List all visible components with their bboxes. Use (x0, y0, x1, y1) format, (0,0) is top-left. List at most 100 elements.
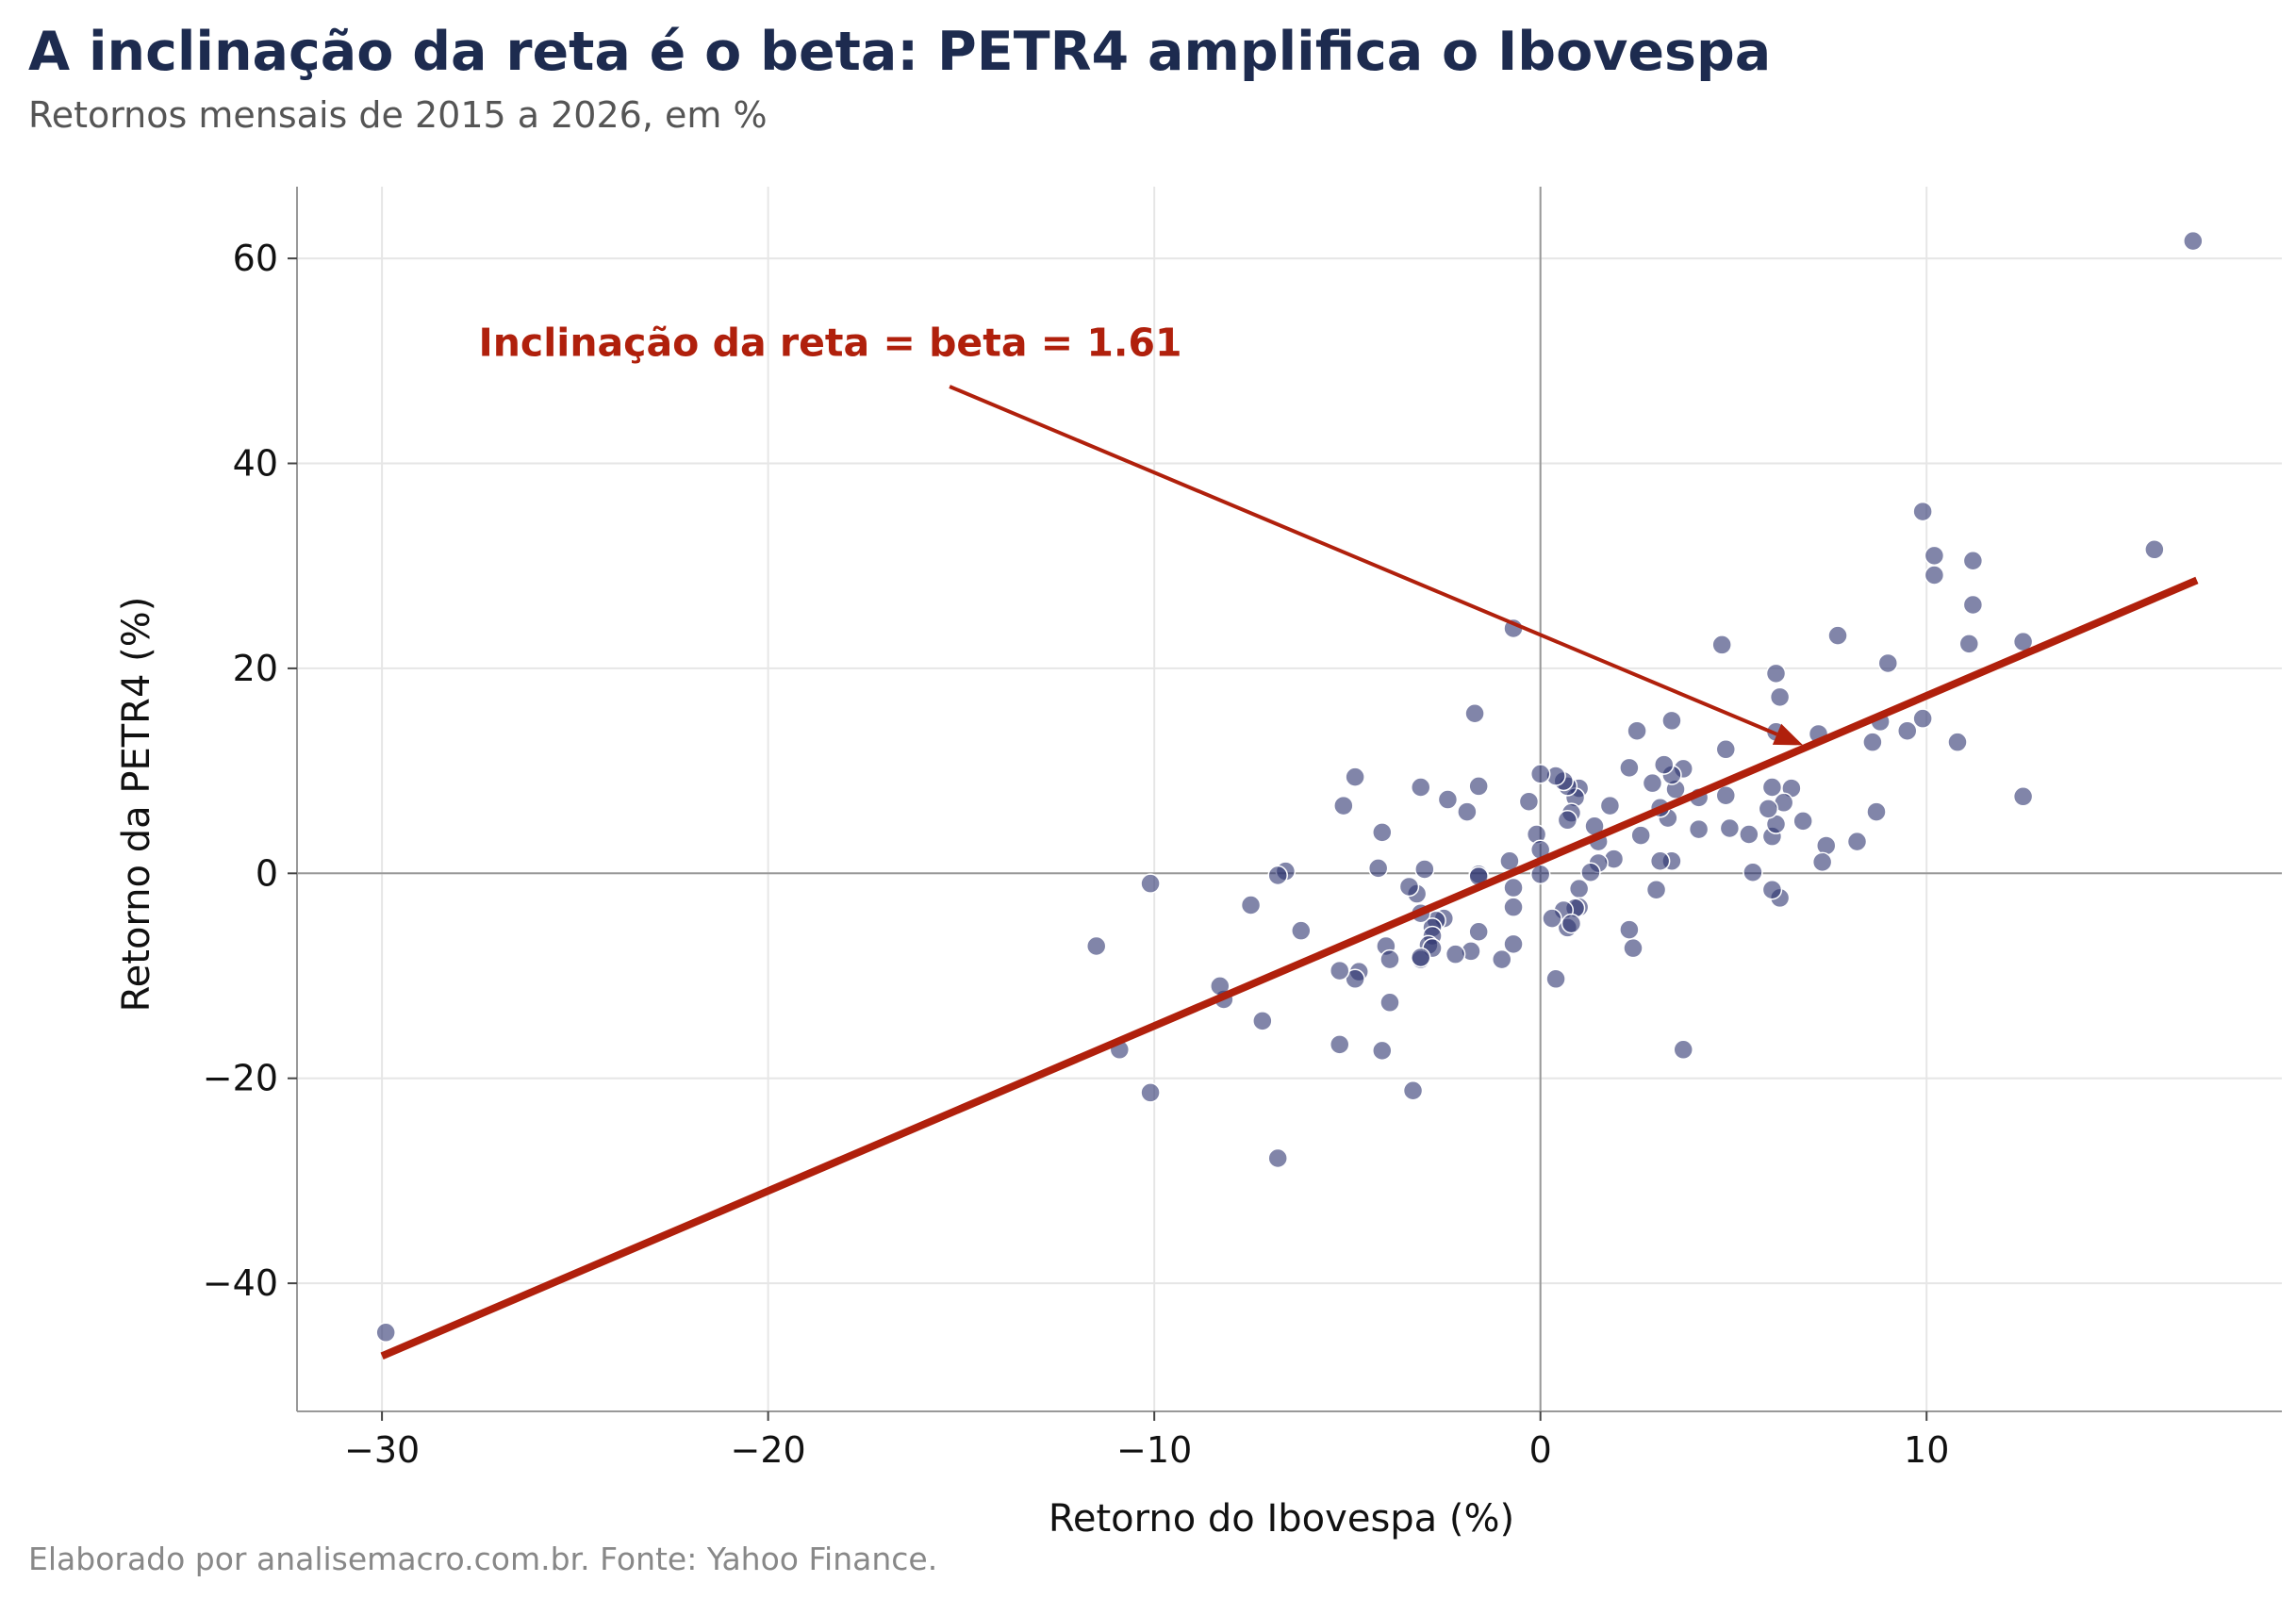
data-point (1267, 1147, 1288, 1169)
data-point (1912, 501, 1933, 522)
data-point (1958, 634, 1980, 654)
y-tick-label: 20 (233, 648, 278, 689)
y-tick-label: −20 (203, 1058, 278, 1099)
data-point (1642, 772, 1663, 794)
data-point (1743, 862, 1763, 882)
data-point (1372, 822, 1393, 843)
data-point (1862, 732, 1883, 752)
data-point (1503, 933, 1524, 955)
data-point (1630, 825, 1651, 846)
data-point (1379, 948, 1400, 970)
data-point (1291, 920, 1312, 941)
data-point (375, 1322, 396, 1343)
data-point (1623, 937, 1644, 959)
data-point (1457, 801, 1478, 822)
data-point (1414, 859, 1435, 880)
data-point (2144, 539, 2165, 560)
data-point (1877, 652, 1899, 674)
x-tick-label: 10 (1904, 1429, 1949, 1471)
data-point (1599, 795, 1621, 816)
data-point (1924, 565, 1945, 585)
data-point (1715, 784, 1737, 806)
x-tick-label: −10 (1116, 1429, 1192, 1471)
data-point (1962, 594, 1984, 616)
y-tick-label: −40 (203, 1262, 278, 1304)
data-point (1769, 686, 1791, 708)
data-point (1518, 791, 1540, 812)
data-point (1329, 960, 1350, 981)
data-point (1739, 824, 1759, 845)
annotation-arrow-shaft (949, 385, 1778, 736)
data-point (1468, 776, 1489, 797)
data-point (1529, 764, 1551, 784)
data-point (1240, 895, 1262, 915)
tick-labels: −30 −20 −10 0 10 −40 −20 0 20 40 60 (203, 238, 1950, 1471)
data-point (1085, 935, 1107, 957)
data-point (2183, 230, 2204, 252)
annotation-group: Inclinação da reta = beta = 1.61 (478, 320, 1804, 746)
annotation-arrow-head (1772, 723, 1804, 746)
data-point (1924, 545, 1945, 567)
data-point (1761, 879, 1783, 900)
data-point (1761, 777, 1783, 798)
data-point (1580, 862, 1601, 882)
data-point (1379, 992, 1400, 1014)
data-point (1645, 879, 1667, 900)
data-point (1619, 757, 1640, 779)
data-point (1445, 944, 1466, 964)
data-point (1410, 947, 1431, 968)
data-point (1557, 810, 1578, 831)
axes (288, 187, 2282, 1421)
data-point (1568, 878, 1590, 899)
data-point (1503, 897, 1524, 917)
data-point (1673, 1039, 1693, 1061)
data-point (1811, 851, 1833, 873)
data-point (1846, 831, 1868, 852)
data-point (1866, 801, 1887, 822)
x-axis-label: Retorno do Ibovespa (%) (1049, 1497, 1514, 1541)
data-point (1398, 876, 1420, 898)
data-point (1503, 877, 1524, 898)
data-point (1947, 732, 1968, 752)
data-point (1252, 1011, 1273, 1031)
data-point (2012, 786, 2034, 807)
data-points (375, 230, 2204, 1343)
regression-group (380, 576, 2199, 1360)
x-tick-label: −20 (731, 1429, 806, 1471)
data-point (1711, 635, 1732, 655)
data-point (1468, 921, 1489, 943)
data-point (1962, 551, 1984, 571)
data-point (1329, 1034, 1350, 1055)
y-tick-label: 40 (233, 442, 278, 484)
data-point (1765, 663, 1787, 684)
data-point (1345, 767, 1365, 787)
data-point (1619, 919, 1640, 940)
data-point (1345, 968, 1365, 990)
regression-line (380, 576, 2199, 1360)
data-point (1688, 818, 1710, 840)
data-point (1792, 811, 1813, 832)
data-point (1715, 739, 1737, 760)
data-point (1912, 708, 1933, 729)
data-point (1402, 1080, 1424, 1101)
data-point (1561, 913, 1582, 934)
data-point (1661, 710, 1682, 732)
data-point (1410, 777, 1431, 798)
y-tick-label: 0 (256, 852, 278, 894)
data-point (1827, 625, 1848, 646)
data-point (1545, 968, 1566, 990)
data-point (1653, 754, 1675, 775)
grid-lines (297, 187, 2282, 1411)
data-point (1372, 1040, 1393, 1062)
data-point (1437, 789, 1459, 810)
data-point (1491, 948, 1512, 970)
data-point (1140, 1082, 1161, 1103)
beta-annotation-text: Inclinação da reta = beta = 1.61 (478, 320, 1181, 365)
data-point (1719, 817, 1741, 839)
x-tick-label: −30 (344, 1429, 420, 1471)
source-note: Elaborado por analisemacro.com.br. Fonte… (28, 1541, 938, 1577)
chart-subtitle: Retornos mensais de 2015 a 2026, em % (28, 94, 768, 136)
y-axis-label: Retorno da PETR4 (%) (115, 597, 158, 1013)
data-point (1333, 795, 1354, 816)
data-point (1758, 799, 1779, 819)
